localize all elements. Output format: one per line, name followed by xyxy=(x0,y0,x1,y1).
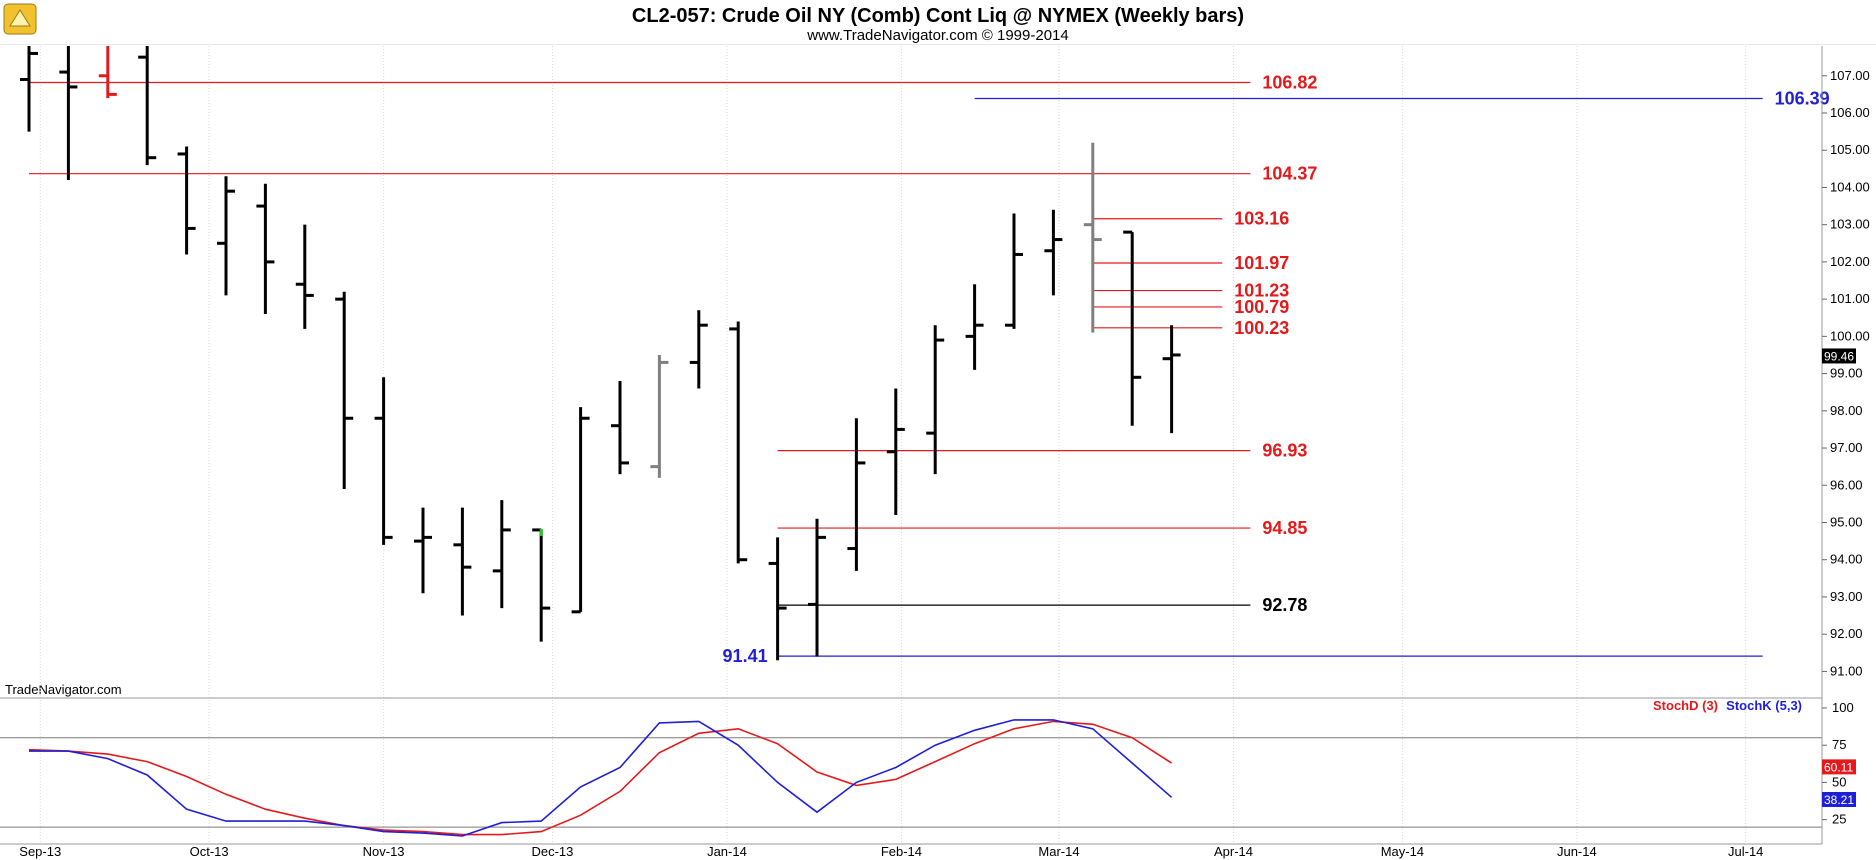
y-tick-label: 105.00 xyxy=(1830,142,1870,157)
x-tick-label: Sep-13 xyxy=(19,844,61,859)
chart-subtitle: www.TradeNavigator.com © 1999-2014 xyxy=(806,27,1068,44)
ohlc-bar xyxy=(808,518,826,657)
level-label: 94.85 xyxy=(1262,518,1307,538)
y-tick-label: 95.00 xyxy=(1830,514,1863,529)
ohlc-bar xyxy=(768,537,787,661)
ohlc-bar xyxy=(1044,209,1063,296)
stochd-value-box xyxy=(1822,759,1856,775)
ohlc-bar xyxy=(965,284,984,370)
osc-y-tick-label: 25 xyxy=(1832,812,1846,827)
y-tick-label: 102.00 xyxy=(1830,254,1870,269)
stochk-value-box xyxy=(1822,791,1856,807)
y-tick-label: 106.00 xyxy=(1830,105,1870,120)
y-tick-label: 94.00 xyxy=(1830,552,1863,567)
ohlc-bar xyxy=(926,325,945,475)
chart-title: CL2-057: Crude Oil NY (Comb) Cont Liq @ … xyxy=(632,5,1244,27)
watermark: TradeNavigator.com xyxy=(5,682,122,697)
level-label: 106.82 xyxy=(1262,72,1317,92)
ohlc-bar xyxy=(374,377,393,545)
x-tick-label: Jul-14 xyxy=(1728,844,1763,859)
x-tick-label: Mar-14 xyxy=(1038,844,1079,859)
top-border xyxy=(0,44,1876,45)
x-tick-label: Nov-13 xyxy=(363,844,405,859)
ohlc-bar xyxy=(886,388,905,516)
ohlc-bar xyxy=(492,500,511,609)
ohlc-bar xyxy=(729,321,748,564)
ohlc-bar xyxy=(98,46,117,99)
ohlc-bar xyxy=(571,407,590,614)
x-tick-label: Apr-14 xyxy=(1214,844,1253,859)
y-tick-label: 93.00 xyxy=(1830,589,1863,604)
x-tick-label: Feb-14 xyxy=(881,844,922,859)
axes: Sep-13 Oct-13 Nov-13 Dec-13 Jan-14 Feb-14 Mar-… xyxy=(0,44,1876,859)
y-tick-label: 107.00 xyxy=(1830,68,1870,83)
ohlc-bar xyxy=(217,176,235,296)
x-tick-label: Jun-14 xyxy=(1557,844,1597,859)
ohlc-bar xyxy=(847,418,866,571)
legend-stochk: StochK (5,3) xyxy=(1726,698,1802,713)
legend-stochd: StochD (3) xyxy=(1653,698,1718,713)
level-label: 96.93 xyxy=(1262,441,1307,461)
ohlc-bar xyxy=(689,310,708,389)
stochk-value-label: 38.21 xyxy=(1824,793,1854,807)
x-tick-label: May-14 xyxy=(1381,844,1424,859)
ohlc-bar xyxy=(256,183,275,315)
y-tick-label: 104.00 xyxy=(1830,179,1870,194)
ohlc-bar xyxy=(1083,142,1102,333)
level-label: 103.16 xyxy=(1234,209,1289,229)
osc-y-tick-label: 75 xyxy=(1832,737,1846,752)
level-label: 100.23 xyxy=(1234,318,1289,338)
ohlc-bar xyxy=(611,381,629,475)
level-label: 101.97 xyxy=(1234,253,1289,273)
last-price-box xyxy=(1822,348,1856,364)
ohlc-bar xyxy=(1123,230,1142,426)
logo-icon xyxy=(3,3,37,35)
ohlc-bar xyxy=(532,528,551,642)
stoch-series-line xyxy=(29,719,1173,837)
price-levels: 106.82106.39104.37103.16101.97101.23100.… xyxy=(29,72,1830,666)
x-tick-label: Oct-13 xyxy=(190,844,229,859)
y-tick-label: 100.00 xyxy=(1830,328,1870,343)
y-tick-label: 99.00 xyxy=(1830,366,1863,381)
ohlc-bar xyxy=(59,46,78,181)
level-label: 100.79 xyxy=(1234,297,1289,317)
osc-y-tick-label: 50 xyxy=(1832,774,1846,789)
ohlc-bar xyxy=(177,146,196,255)
y-tick-label: 98.00 xyxy=(1830,403,1863,418)
level-label: 92.78 xyxy=(1262,595,1307,615)
stochd-value-label: 60.11 xyxy=(1824,760,1853,774)
ohlc-bar xyxy=(1005,213,1023,329)
ohlc-bar xyxy=(138,46,157,166)
y-tick-label: 101.00 xyxy=(1830,291,1870,306)
y-tick-label: 96.00 xyxy=(1830,477,1863,492)
ohlc-bar xyxy=(1162,325,1181,434)
stoch-series-line xyxy=(28,720,1173,836)
y-tick-label: 103.00 xyxy=(1830,217,1870,232)
level-label: 101.23 xyxy=(1234,281,1289,301)
ohlc-bar xyxy=(414,507,432,594)
ohlc-bar xyxy=(453,507,472,616)
ohlc-bar xyxy=(650,354,669,478)
ohlc-bar xyxy=(295,224,314,329)
last-price-label: 99.46 xyxy=(1824,349,1854,363)
y-tick-label: 97.00 xyxy=(1830,440,1863,455)
price-bars xyxy=(20,46,1181,661)
y-tick-label: 91.00 xyxy=(1830,663,1863,678)
x-tick-label: Jan-14 xyxy=(707,844,747,859)
ohlc-bar xyxy=(335,291,354,489)
ohlc-bar xyxy=(20,46,38,132)
level-label: 104.37 xyxy=(1262,164,1317,184)
y-tick-label: 92.00 xyxy=(1830,626,1863,641)
osc-y-tick-label: 100 xyxy=(1832,700,1854,715)
level-label: 106.39 xyxy=(1775,88,1830,108)
x-tick-label: Dec-13 xyxy=(531,844,573,859)
stochastic-panel: StochD (3) StochK (5,3) xyxy=(0,698,1822,837)
level-label: 91.41 xyxy=(723,646,768,666)
grid xyxy=(39,46,1747,842)
